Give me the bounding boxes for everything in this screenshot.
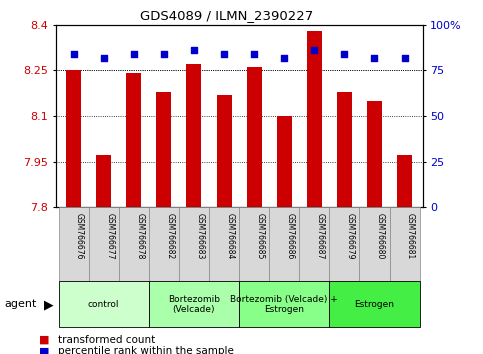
Bar — [239, 281, 329, 327]
Point — [311, 47, 318, 53]
Point — [280, 55, 288, 61]
Text: GSM766676: GSM766676 — [75, 213, 84, 259]
Text: GSM766687: GSM766687 — [316, 213, 325, 259]
Text: GSM766679: GSM766679 — [346, 213, 355, 259]
Text: percentile rank within the sample: percentile rank within the sample — [58, 346, 234, 354]
Text: GDS4089 / ILMN_2390227: GDS4089 / ILMN_2390227 — [141, 9, 313, 22]
Bar — [239, 207, 269, 281]
Text: ■: ■ — [39, 335, 49, 344]
Text: control: control — [88, 300, 119, 309]
Bar — [186, 64, 201, 207]
Bar — [329, 281, 420, 327]
Bar — [179, 207, 209, 281]
Bar — [156, 92, 171, 207]
Bar — [337, 92, 352, 207]
Bar — [269, 207, 299, 281]
Bar — [149, 281, 239, 327]
Text: GSM766684: GSM766684 — [226, 213, 235, 259]
Bar — [119, 207, 149, 281]
Text: GSM766677: GSM766677 — [105, 213, 114, 259]
Bar — [397, 155, 412, 207]
Bar — [89, 207, 119, 281]
Text: Estrogen: Estrogen — [355, 300, 395, 309]
Point — [100, 55, 108, 61]
Text: GSM766683: GSM766683 — [196, 213, 204, 259]
Bar — [209, 207, 239, 281]
Bar — [359, 207, 389, 281]
Point — [190, 47, 198, 53]
Text: transformed count: transformed count — [58, 335, 155, 344]
Bar — [307, 31, 322, 207]
Text: Bortezomib (Velcade) +
Estrogen: Bortezomib (Velcade) + Estrogen — [230, 295, 338, 314]
Bar — [367, 101, 382, 207]
Point — [370, 55, 378, 61]
Bar — [126, 73, 142, 207]
Bar — [96, 155, 111, 207]
Text: ■: ■ — [39, 346, 49, 354]
Bar — [389, 207, 420, 281]
Text: GSM766678: GSM766678 — [135, 213, 144, 259]
Text: GSM766681: GSM766681 — [406, 213, 415, 259]
Bar — [299, 207, 329, 281]
Text: Bortezomib
(Velcade): Bortezomib (Velcade) — [168, 295, 220, 314]
Text: agent: agent — [5, 299, 37, 309]
Point — [341, 51, 348, 57]
Text: GSM766682: GSM766682 — [165, 213, 174, 259]
Bar — [216, 95, 231, 207]
Point — [220, 51, 228, 57]
Text: GSM766685: GSM766685 — [256, 213, 265, 259]
Text: GSM766686: GSM766686 — [286, 213, 295, 259]
Bar — [66, 70, 81, 207]
Text: ▶: ▶ — [43, 298, 53, 311]
Point — [70, 51, 77, 57]
Bar — [247, 67, 262, 207]
Bar — [149, 207, 179, 281]
Point — [250, 51, 258, 57]
Point — [401, 55, 409, 61]
Bar — [58, 207, 89, 281]
Bar — [58, 281, 149, 327]
Bar — [329, 207, 359, 281]
Text: GSM766680: GSM766680 — [376, 213, 385, 259]
Point — [160, 51, 168, 57]
Point — [130, 51, 138, 57]
Bar — [277, 116, 292, 207]
